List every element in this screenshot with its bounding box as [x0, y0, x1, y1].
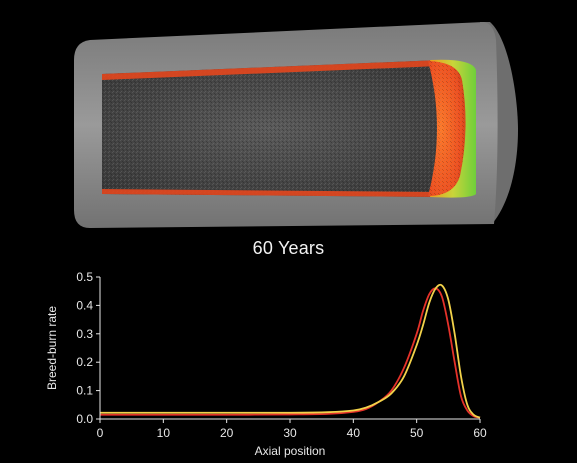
plot-background	[100, 277, 480, 419]
x-tick-label: 10	[157, 426, 171, 440]
x-axis-label: Axial position	[255, 444, 326, 458]
y-tick-label: 0.2	[76, 355, 93, 369]
y-tick-label: 0.1	[76, 384, 93, 398]
y-tick-label: 0.0	[76, 412, 93, 426]
series-line-2	[100, 283, 481, 419]
x-tick-label: 60	[473, 426, 487, 440]
y-tick-label: 0.4	[76, 298, 93, 312]
x-axis-ticks: 0 10 20 30 40 50 60	[97, 419, 487, 440]
burn-zone-top-edge	[102, 60, 440, 80]
x-tick-label: 30	[283, 426, 297, 440]
fuel-core-texture	[102, 60, 474, 198]
y-tick-label: 0.5	[76, 270, 93, 284]
x-tick-label: 40	[347, 426, 361, 440]
fuel-rod-illustration	[74, 22, 518, 228]
x-tick-label: 20	[220, 426, 234, 440]
x-tick-label: 0	[97, 426, 104, 440]
y-axis-ticks: 0.0 0.1 0.2 0.3 0.4 0.5	[76, 270, 100, 426]
series-layer	[100, 283, 481, 419]
burn-front-texture	[428, 61, 466, 196]
burn-zone-bottom-edge	[102, 189, 440, 197]
elapsed-time-caption: 60 Years	[252, 238, 325, 258]
breed-burn-chart: 0 10 20 30 40 50 60 0.0 0.1 0.2 0.3 0.4 0.5 Axial p…	[45, 270, 487, 458]
x-tick-label: 50	[410, 426, 424, 440]
series-line-1	[100, 287, 481, 419]
y-tick-label: 0.3	[76, 327, 93, 341]
y-axis-label: Breed-burn rate	[45, 306, 59, 390]
